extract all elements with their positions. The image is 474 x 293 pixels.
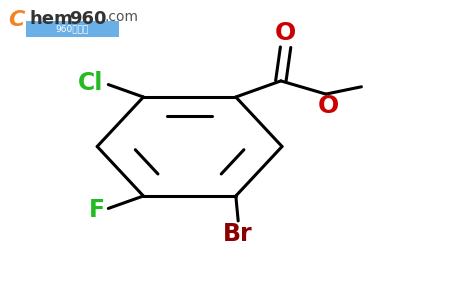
- Text: C: C: [9, 10, 25, 30]
- FancyBboxPatch shape: [26, 21, 118, 37]
- Text: .com: .com: [104, 10, 138, 24]
- Text: Br: Br: [223, 222, 253, 246]
- Text: F: F: [89, 198, 105, 222]
- Text: 960化工网: 960化工网: [55, 24, 89, 33]
- Text: Cl: Cl: [78, 71, 103, 95]
- Text: O: O: [275, 21, 296, 45]
- Text: O: O: [318, 94, 339, 118]
- Text: hem: hem: [29, 10, 73, 28]
- Text: 960: 960: [69, 10, 106, 28]
